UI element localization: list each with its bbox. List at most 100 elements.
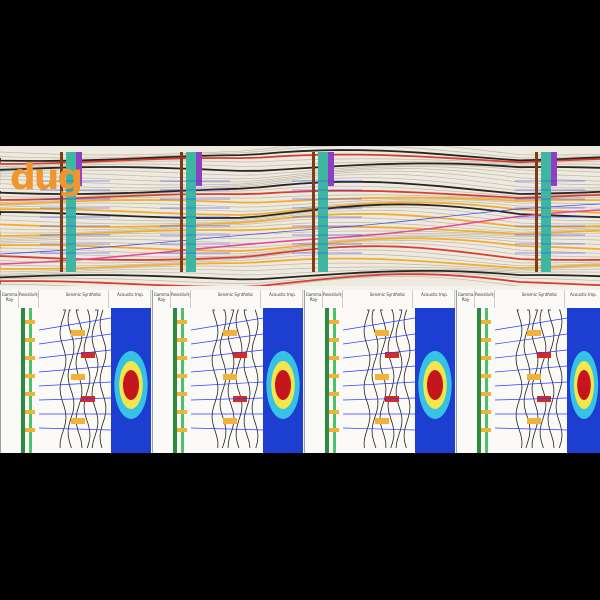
track-header-synthetic: Seismic Synthetic [211, 290, 261, 308]
lithology-marker [177, 374, 187, 378]
tie-line [190, 381, 264, 387]
log-column [328, 152, 334, 186]
seismic-reflector [0, 275, 520, 286]
tie-line [494, 349, 568, 359]
tie-line [38, 427, 112, 431]
tie-line [38, 317, 112, 331]
synthetic-trace [371, 309, 379, 449]
lithology-marker [177, 410, 187, 414]
seismic-reflector [0, 237, 600, 252]
lithology-marker [25, 320, 35, 324]
seismic-reflector [0, 153, 600, 165]
tie-line [342, 365, 416, 373]
synthetic-trace [83, 309, 91, 449]
seismic-reflector [0, 253, 600, 267]
gamma-log [186, 152, 196, 272]
seismic-reflector [0, 146, 600, 156]
track-header-impedance: Acoustic Imp. [263, 290, 303, 308]
gamma-curve [29, 308, 32, 453]
synthetic-event [223, 330, 237, 336]
seismic-reflector [0, 271, 600, 284]
impedance-zone [123, 370, 139, 400]
synthetic-event [527, 330, 541, 336]
lithology-marker [25, 410, 35, 414]
well-trajectories [40, 152, 585, 272]
well-panel-2[interactable]: Gamma Ray Resistivity Seismic Synthetic … [152, 290, 303, 453]
track-header-gamma: Gamma Ray [1, 290, 19, 308]
seismic-reflector [0, 168, 600, 183]
synthetic-event [537, 352, 551, 358]
track-header-synthetic: Seismic Synthetic [59, 290, 109, 308]
tie-line [342, 397, 416, 401]
well-log-tracks: Gamma Ray Resistivity Seismic Synthetic … [0, 290, 600, 453]
seismic-reflector [0, 146, 600, 159]
track-header-gamma: Gamma Ray [153, 290, 171, 308]
lithology-marker [329, 392, 339, 396]
track-header-resistivity: Resistivity [19, 290, 39, 308]
horizon-line [0, 209, 600, 265]
well-panel-3[interactable]: Gamma Ray Resistivity Seismic Synthetic … [304, 290, 455, 453]
synthetic-event [537, 396, 551, 402]
well-panel-4[interactable]: Gamma Ray Resistivity Seismic Synthetic … [456, 290, 600, 453]
seismic-reflector [0, 206, 600, 222]
track-header-resistivity: Resistivity [171, 290, 191, 308]
track-header-gamma: Gamma Ray [305, 290, 323, 308]
synthetic-trace [67, 309, 75, 449]
seismic-reflector [0, 170, 600, 186]
gamma-log [318, 152, 328, 272]
synthetic-trace [59, 309, 67, 449]
synthetic-trace [99, 309, 107, 449]
impedance-zone [275, 370, 291, 400]
tie-line [38, 381, 112, 387]
seismic-reflector [0, 161, 600, 169]
tie-line [342, 349, 416, 359]
lithology-marker [481, 356, 491, 360]
tie-line [494, 317, 568, 331]
seismic-reflector [0, 158, 600, 167]
seismic-reflector [0, 249, 600, 264]
lithology-marker [329, 428, 339, 432]
seismic-reflector [0, 194, 600, 203]
impedance-zone [427, 370, 443, 400]
tie-line [38, 349, 112, 359]
tie-line [494, 381, 568, 387]
synthetic-event [223, 374, 237, 380]
well-track [180, 152, 183, 272]
synthetic-event [71, 374, 85, 380]
seismic-section-view[interactable]: dug [0, 146, 600, 286]
lithology-marker [329, 320, 339, 324]
seismic-reflector [0, 200, 600, 212]
tie-line [190, 397, 264, 401]
lithology-marker [25, 338, 35, 342]
horizon-line [0, 203, 600, 255]
seismic-reflector [0, 262, 600, 273]
tie-line [38, 365, 112, 373]
seismic-reflector [0, 180, 600, 195]
lithology-marker [481, 410, 491, 414]
synthetic-event [223, 418, 237, 424]
lithology-marker [177, 356, 187, 360]
seismic-reflector [0, 221, 600, 234]
gamma-curve [333, 308, 336, 453]
seismic-reflector [0, 196, 600, 206]
resistivity-curve [325, 308, 329, 453]
synthetic-event [375, 418, 389, 424]
tie-line [494, 333, 568, 345]
tie-line [190, 427, 264, 431]
synthetic-event [233, 352, 247, 358]
resistivity-curve [173, 308, 177, 453]
lithology-marker [329, 356, 339, 360]
resistivity-curve [477, 308, 481, 453]
synthetic-event [375, 330, 389, 336]
seismic-section-canvas[interactable] [0, 146, 600, 286]
well-panel-2-canvas [173, 308, 303, 453]
synthetic-event [527, 374, 541, 380]
synthetic-trace [211, 309, 219, 449]
synthetic-trace [363, 309, 371, 449]
log-column [76, 152, 82, 186]
well-track [60, 152, 63, 272]
lithology-marker [177, 338, 187, 342]
synthetic-trace [515, 309, 523, 449]
lithology-marker [481, 428, 491, 432]
well-panel-1[interactable]: Gamma Ray Resistivity Seismic Synthetic … [0, 290, 151, 453]
